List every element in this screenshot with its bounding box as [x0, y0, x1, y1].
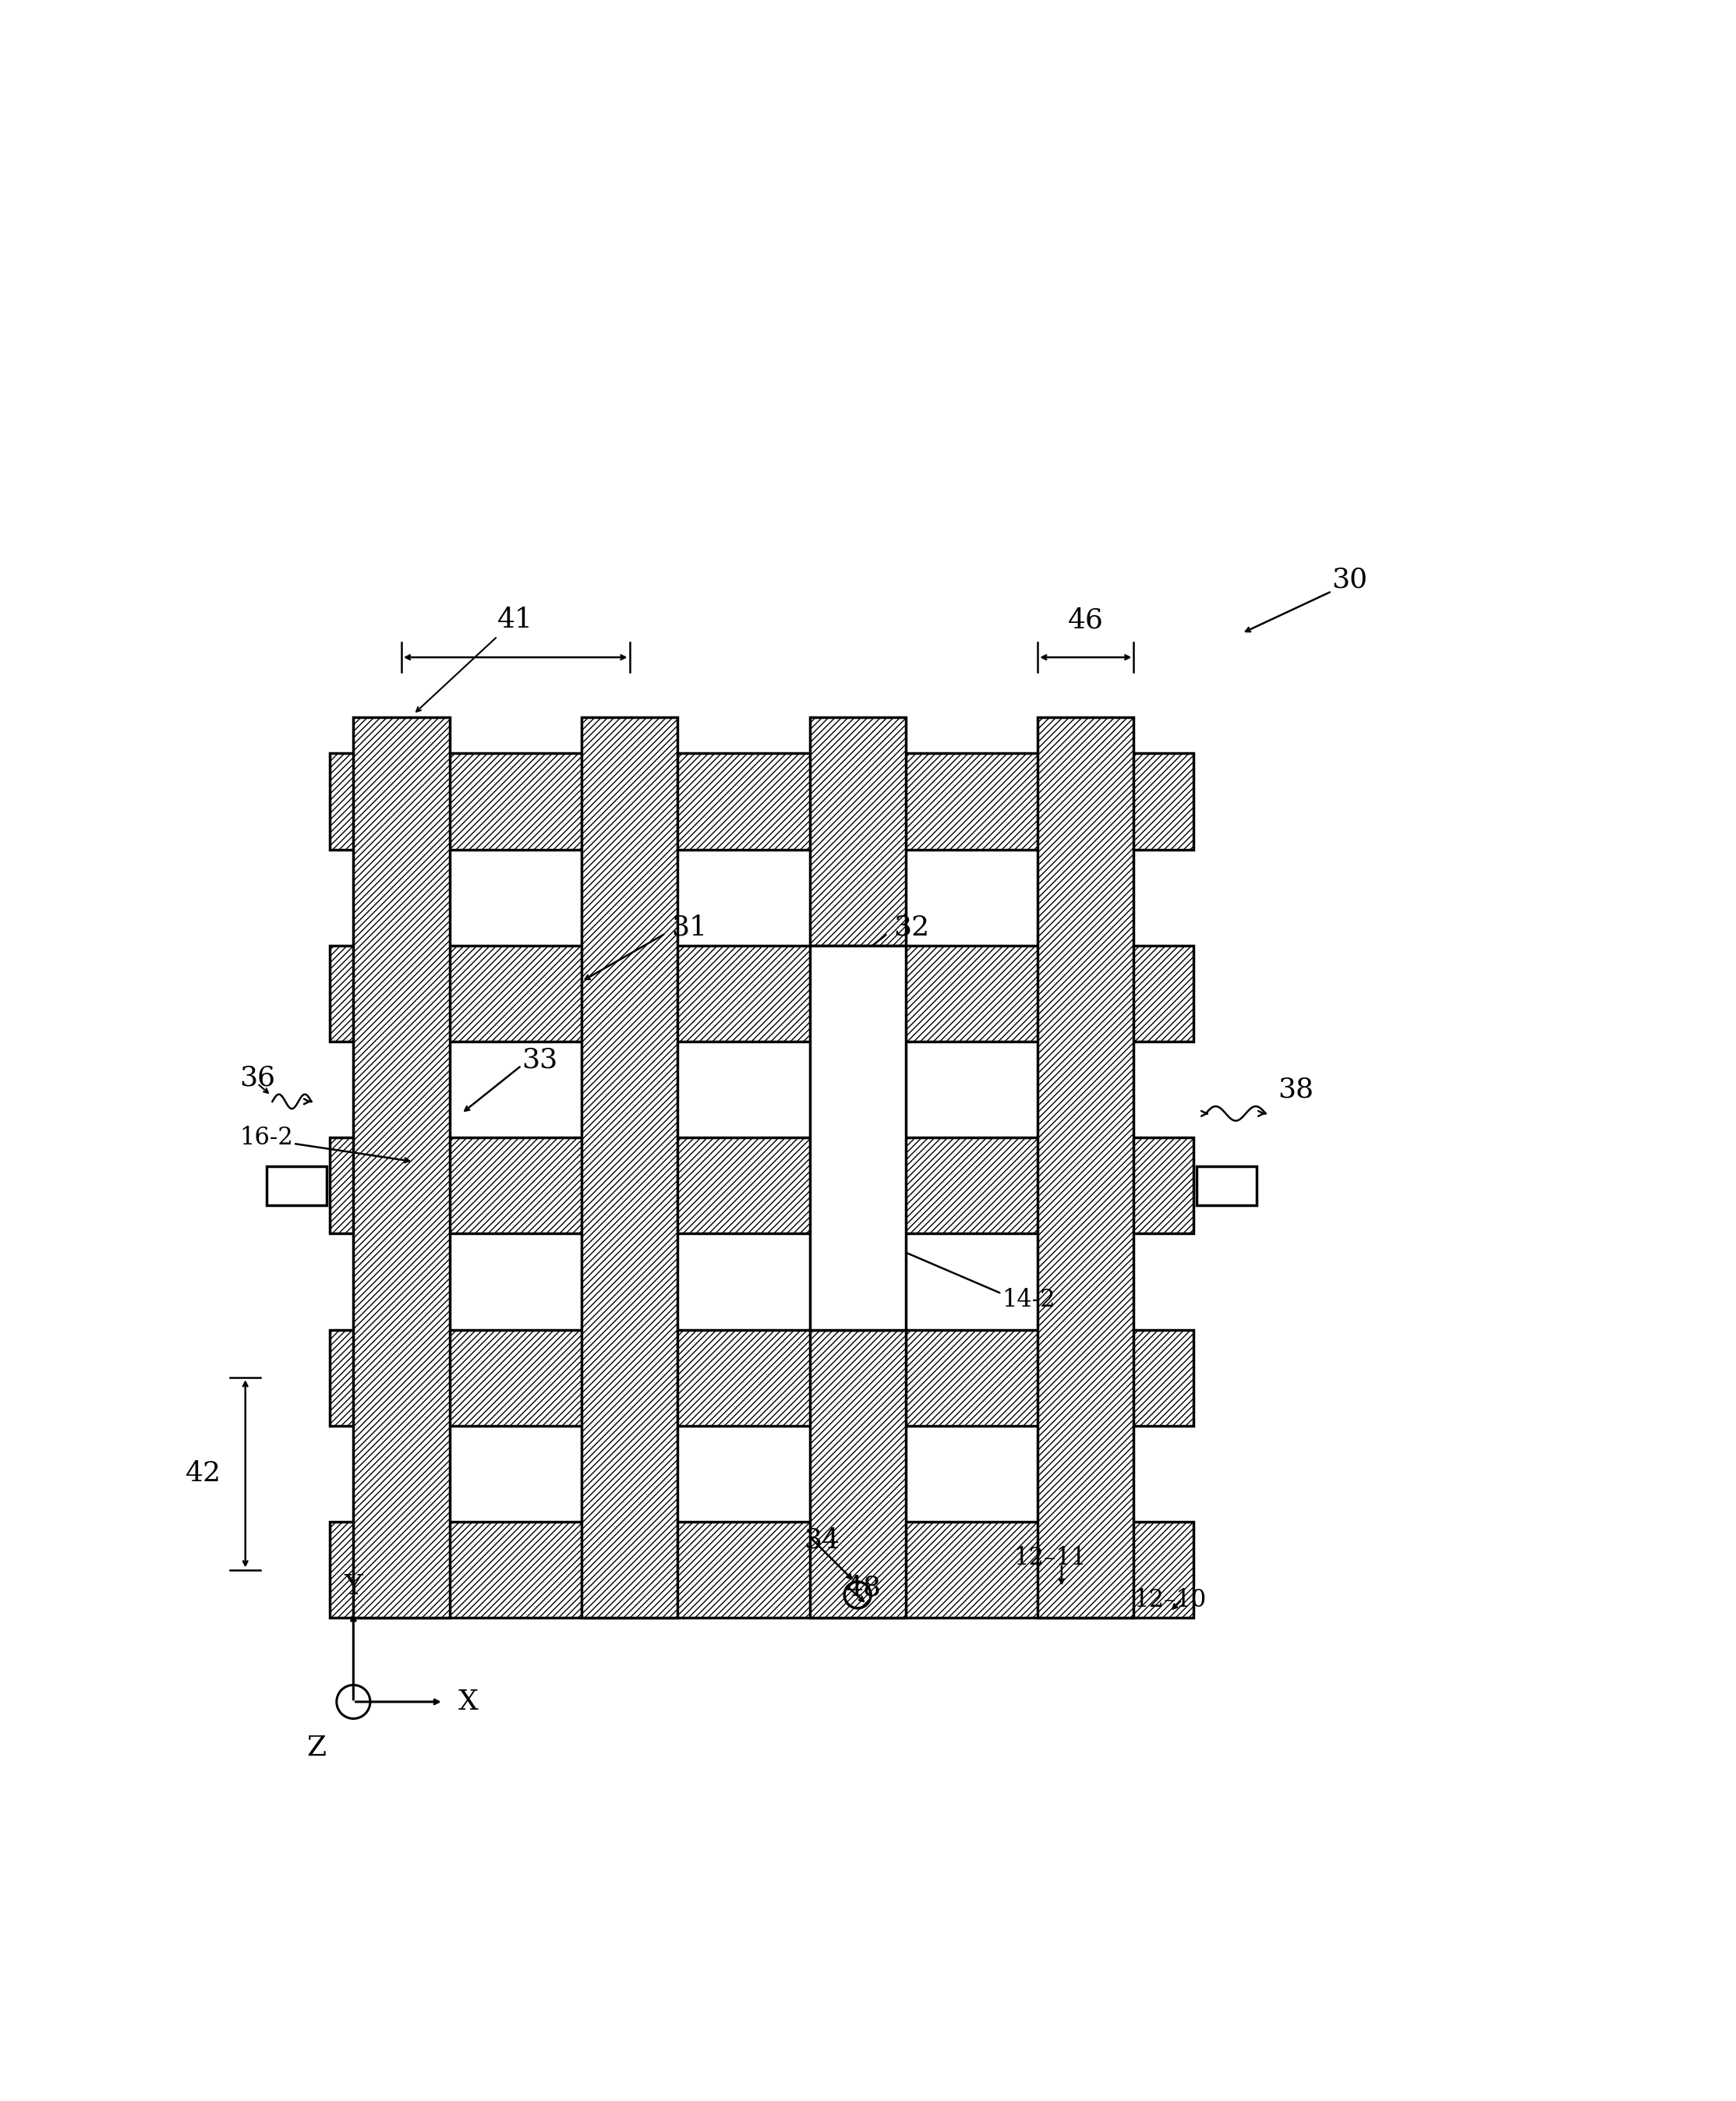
- Text: 14-2: 14-2: [1002, 1288, 1055, 1311]
- Bar: [330, 754, 1194, 849]
- Bar: [1038, 716, 1134, 1618]
- Text: 48: 48: [845, 1574, 882, 1601]
- Text: 12–11: 12–11: [1014, 1546, 1087, 1569]
- Text: 31: 31: [672, 914, 708, 941]
- Bar: [809, 945, 906, 1330]
- Text: 38: 38: [1278, 1076, 1314, 1103]
- Text: 33: 33: [521, 1046, 557, 1074]
- Text: 34: 34: [804, 1527, 840, 1553]
- Text: 16-2: 16-2: [240, 1126, 293, 1149]
- Text: 46: 46: [1068, 607, 1104, 632]
- Bar: [582, 716, 677, 1618]
- Bar: [266, 1166, 326, 1206]
- Bar: [330, 1521, 1194, 1618]
- Bar: [809, 1330, 906, 1618]
- Text: Y: Y: [344, 1574, 363, 1599]
- Text: 30: 30: [1332, 565, 1368, 592]
- Bar: [1196, 1166, 1257, 1206]
- Text: 36: 36: [240, 1065, 276, 1090]
- Text: Z: Z: [307, 1735, 326, 1761]
- Text: 32: 32: [894, 914, 929, 941]
- Text: 12–10: 12–10: [1134, 1588, 1207, 1611]
- Bar: [330, 1330, 1194, 1427]
- Bar: [809, 716, 906, 945]
- Text: 42: 42: [186, 1460, 222, 1488]
- Text: 41: 41: [498, 607, 533, 632]
- Text: X: X: [458, 1689, 479, 1714]
- Bar: [330, 945, 1194, 1042]
- Bar: [354, 716, 450, 1618]
- Bar: [330, 1137, 1194, 1233]
